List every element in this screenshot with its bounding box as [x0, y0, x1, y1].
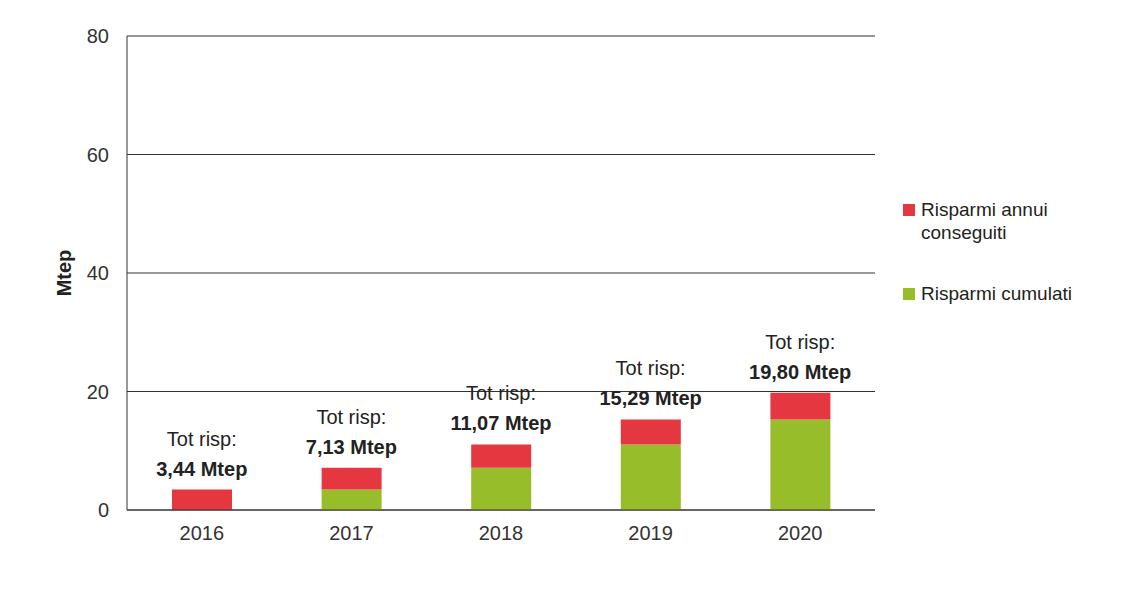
- svg-text:40: 40: [87, 262, 109, 284]
- svg-text:2016: 2016: [180, 522, 225, 544]
- svg-text:Mtep: Mtep: [53, 250, 75, 297]
- svg-text:Tot risp:: Tot risp:: [765, 331, 835, 353]
- svg-text:2020: 2020: [778, 522, 823, 544]
- svg-text:Tot risp:: Tot risp:: [616, 357, 686, 379]
- svg-text:2018: 2018: [479, 522, 524, 544]
- svg-text:Tot risp:: Tot risp:: [167, 428, 237, 450]
- svg-text:60: 60: [87, 144, 109, 166]
- html-text:Risparmi cumulati: Risparmi cumulati: [921, 283, 1072, 304]
- svg-text:20: 20: [87, 381, 109, 403]
- svg-text:19,80 Mtep: 19,80 Mtep: [749, 361, 851, 383]
- svg-text:80: 80: [87, 25, 109, 47]
- svg-text:Tot risp:: Tot risp:: [466, 382, 536, 404]
- svg-text:Tot risp:: Tot risp:: [316, 406, 386, 428]
- svg-text:0: 0: [98, 499, 109, 521]
- svg-text:3,44 Mtep: 3,44 Mtep: [156, 458, 247, 480]
- svg-text:2019: 2019: [628, 522, 673, 544]
- svg-text:15,29 Mtep: 15,29 Mtep: [599, 387, 701, 409]
- svg-text:11,07 Mtep: 11,07 Mtep: [450, 412, 551, 434]
- html-text:Risparmi annui conseguiti: Risparmi annui conseguiti: [921, 199, 1048, 243]
- svg-text:7,13 Mtep: 7,13 Mtep: [306, 436, 397, 458]
- svg-text:2017: 2017: [329, 522, 374, 544]
